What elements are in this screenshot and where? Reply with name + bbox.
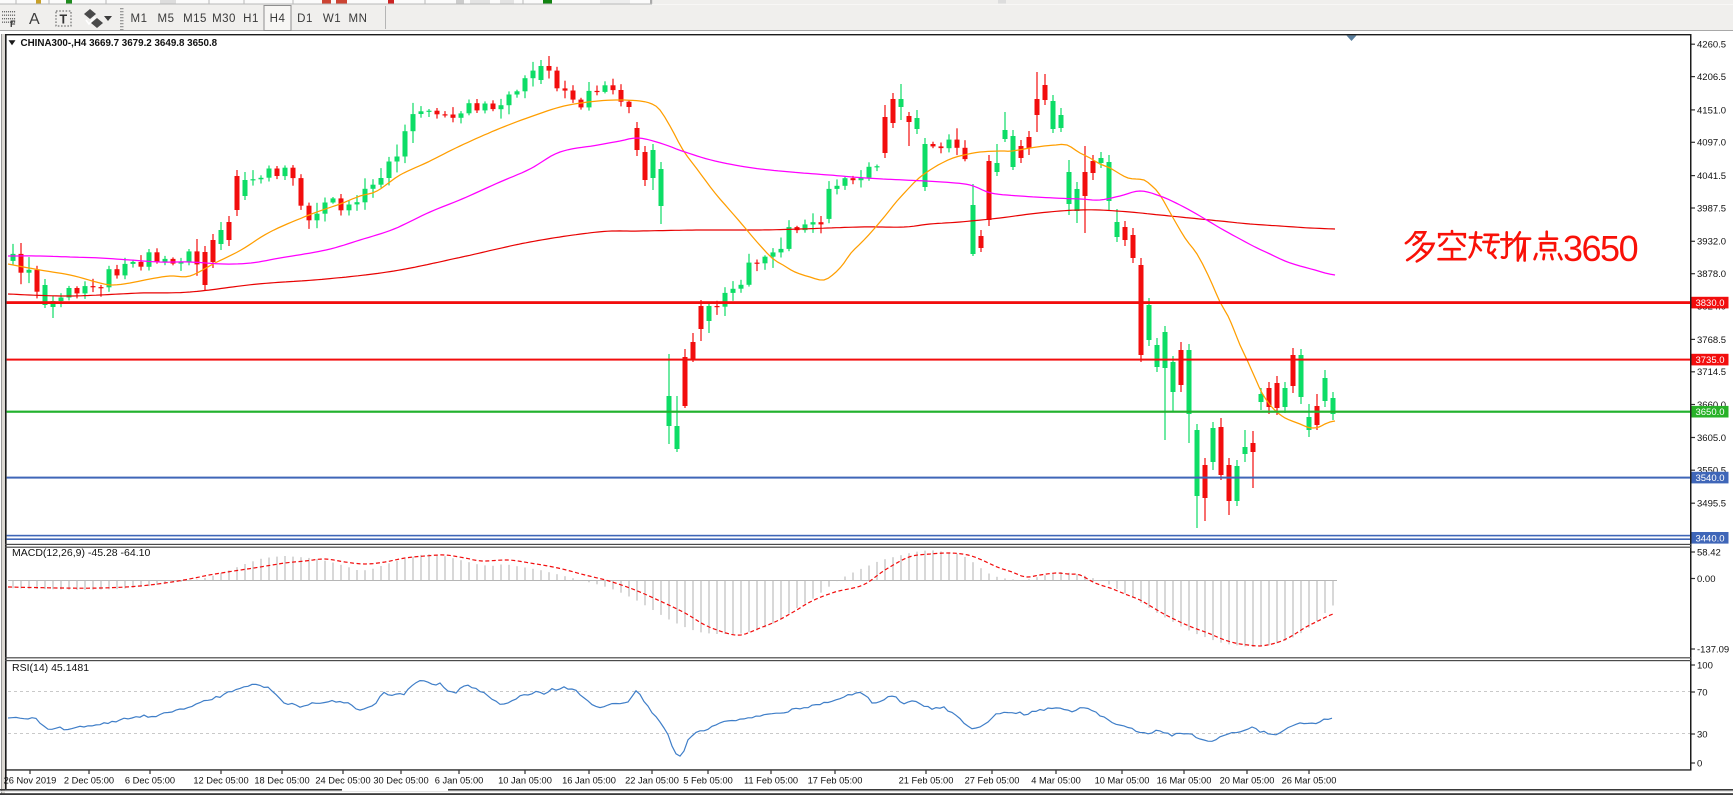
- svg-text:4151.0: 4151.0: [1697, 105, 1726, 116]
- svg-text:4 Mar 05:00: 4 Mar 05:00: [1031, 776, 1081, 786]
- svg-text:58.42: 58.42: [1697, 547, 1721, 558]
- svg-text:H1: H1: [243, 13, 259, 25]
- svg-text:MN: MN: [349, 13, 368, 25]
- svg-text:2 Dec 05:00: 2 Dec 05:00: [64, 776, 114, 786]
- svg-text:26 Mar 05:00: 26 Mar 05:00: [1282, 776, 1337, 786]
- svg-text:17 Feb 05:00: 17 Feb 05:00: [808, 776, 863, 786]
- svg-text:3605.0: 3605.0: [1697, 433, 1726, 444]
- svg-text:3878.0: 3878.0: [1697, 269, 1726, 280]
- svg-text:F: F: [10, 19, 16, 29]
- svg-text:M30: M30: [212, 13, 236, 25]
- svg-text:3735.0: 3735.0: [1695, 355, 1724, 366]
- svg-text:M15: M15: [183, 13, 207, 25]
- svg-text:CHINA300-,H4 3669.7 3679.2 36: CHINA300-,H4 3669.7 3679.2 3649.8 3650.8: [21, 38, 218, 49]
- svg-text:6 Dec 05:00: 6 Dec 05:00: [125, 776, 175, 786]
- svg-text:M5: M5: [158, 13, 175, 25]
- svg-text:100: 100: [1697, 660, 1713, 671]
- svg-text:0.00: 0.00: [1697, 574, 1716, 585]
- svg-text:3768.5: 3768.5: [1697, 335, 1726, 346]
- svg-text:H4: H4: [270, 13, 286, 25]
- svg-text:27 Feb 05:00: 27 Feb 05:00: [965, 776, 1020, 786]
- svg-text:4041.5: 4041.5: [1697, 171, 1726, 182]
- svg-text:3495.5: 3495.5: [1697, 499, 1726, 510]
- svg-text:4206.5: 4206.5: [1697, 72, 1726, 83]
- svg-text:30 Dec 05:00: 30 Dec 05:00: [373, 776, 428, 786]
- svg-text:3540.0: 3540.0: [1695, 473, 1724, 484]
- svg-text:10 Mar 05:00: 10 Mar 05:00: [1095, 776, 1150, 786]
- svg-text:D1: D1: [297, 13, 313, 25]
- svg-text:16 Mar 05:00: 16 Mar 05:00: [1157, 776, 1212, 786]
- svg-text:W1: W1: [323, 13, 341, 25]
- svg-text:12 Dec 05:00: 12 Dec 05:00: [193, 776, 248, 786]
- svg-text:26 Nov 2019: 26 Nov 2019: [4, 776, 57, 786]
- svg-text:MACD(12,26,9) -45.28 -64.10: MACD(12,26,9) -45.28 -64.10: [12, 547, 150, 559]
- svg-text:3714.5: 3714.5: [1697, 367, 1726, 378]
- svg-text:70: 70: [1697, 687, 1708, 698]
- svg-text:11 Feb 05:00: 11 Feb 05:00: [744, 776, 798, 786]
- svg-text:16 Jan 05:00: 16 Jan 05:00: [562, 776, 616, 786]
- svg-text:30: 30: [1697, 729, 1708, 740]
- svg-text:4260.5: 4260.5: [1697, 40, 1726, 51]
- svg-text:0: 0: [1697, 758, 1702, 769]
- svg-text:T: T: [60, 13, 68, 27]
- svg-text:3660.0: 3660.0: [1697, 400, 1726, 411]
- svg-text:A: A: [29, 11, 40, 28]
- svg-text:-137.09: -137.09: [1697, 644, 1729, 655]
- svg-text:5 Feb 05:00: 5 Feb 05:00: [683, 776, 733, 786]
- svg-text:3550.5: 3550.5: [1697, 466, 1726, 477]
- svg-text:20 Mar 05:00: 20 Mar 05:00: [1220, 776, 1275, 786]
- svg-text:10 Jan 05:00: 10 Jan 05:00: [498, 776, 552, 786]
- svg-text:24 Dec 05:00: 24 Dec 05:00: [315, 776, 370, 786]
- svg-text:3650.0: 3650.0: [1695, 407, 1724, 418]
- svg-text:3650: 3650: [1563, 228, 1638, 269]
- svg-text:3830.0: 3830.0: [1695, 298, 1724, 309]
- svg-text:4097.0: 4097.0: [1697, 138, 1726, 149]
- svg-text:18 Dec 05:00: 18 Dec 05:00: [254, 776, 309, 786]
- svg-text:RSI(14) 45.1481: RSI(14) 45.1481: [12, 662, 89, 674]
- svg-text:3932.0: 3932.0: [1697, 237, 1726, 248]
- svg-text:21 Feb 05:00: 21 Feb 05:00: [899, 776, 954, 786]
- svg-text:3440.0: 3440.0: [1695, 533, 1724, 544]
- svg-text:6 Jan 05:00: 6 Jan 05:00: [435, 776, 484, 786]
- svg-text:22 Jan 05:00: 22 Jan 05:00: [625, 776, 679, 786]
- svg-text:3987.5: 3987.5: [1697, 203, 1726, 214]
- svg-text:M1: M1: [131, 13, 148, 25]
